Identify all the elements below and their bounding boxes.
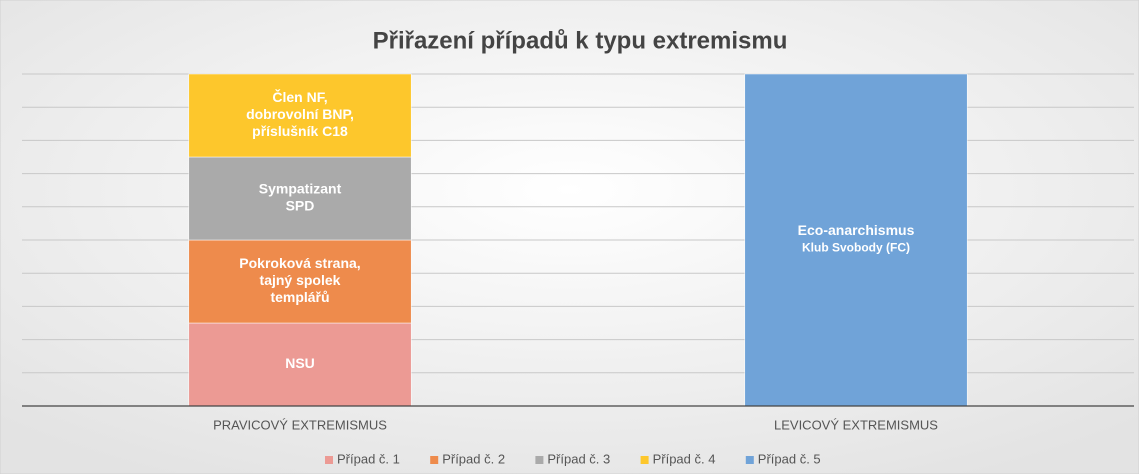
legend-swatch (745, 456, 754, 464)
segment-label: Pokroková strana, (239, 255, 360, 271)
segment-label: SPD (286, 198, 315, 214)
segment-label: Eco-anarchismus (798, 222, 915, 238)
legend-label: Případ č. 1 (337, 451, 400, 466)
segment-label: tajný spolek (260, 272, 341, 288)
x-tick-label: LEVICOVÝ EXTREMISMUS (774, 417, 938, 432)
segment-label: NSU (285, 355, 315, 371)
bar-segment (188, 239, 412, 324)
segment-label: templářů (270, 289, 329, 305)
bar-segment (188, 322, 412, 407)
legend-label: Případ č. 4 (653, 451, 716, 466)
segment-label: Člen NF, (272, 88, 327, 105)
legend-swatch (430, 456, 439, 464)
legend-swatch (535, 456, 544, 464)
x-tick-label: PRAVICOVÝ EXTREMISMUS (213, 417, 387, 432)
legend-swatch (640, 456, 649, 464)
segment-label: Klub Svobody (FC) (802, 241, 910, 255)
legend-label: Případ č. 5 (758, 451, 821, 466)
bar-segment (744, 73, 968, 407)
chart-title: Přiřazení případů k typu extremismu (373, 27, 788, 54)
legend-label: Případ č. 3 (547, 451, 610, 466)
segment-label: Sympatizant (259, 181, 342, 197)
segment-label: dobrovolní BNP, (246, 106, 354, 122)
legend-swatch (325, 456, 333, 464)
legend-label: Případ č. 2 (442, 451, 505, 466)
segment-label: příslušník C18 (252, 123, 348, 139)
bar-segment (188, 156, 412, 241)
bar-segment (188, 73, 412, 158)
